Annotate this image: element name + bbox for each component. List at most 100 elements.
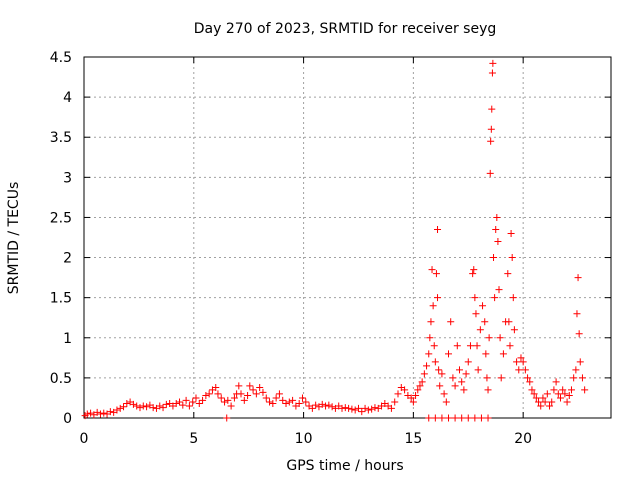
data-point (567, 386, 575, 394)
data-point (438, 370, 446, 378)
data-point (240, 396, 248, 404)
data-point (246, 382, 254, 390)
data-point (517, 354, 525, 362)
data-point (576, 358, 584, 366)
data-point (391, 398, 399, 406)
data-point (282, 400, 290, 408)
data-point (565, 392, 573, 400)
data-point (497, 374, 505, 382)
data-point (490, 254, 498, 262)
data-point (530, 390, 538, 398)
y-tick-label: 2.5 (50, 210, 72, 226)
data-point (272, 394, 280, 402)
y-tick-label: 4.5 (50, 50, 72, 66)
data-point (546, 402, 554, 410)
data-point (212, 384, 220, 392)
data-point (192, 394, 200, 402)
y-axis-label: SRMTID / TECUs (6, 182, 22, 295)
plot-frame (83, 56, 612, 419)
data-point (139, 402, 147, 410)
data-point (279, 396, 287, 404)
data-point (269, 400, 277, 408)
data-point (162, 400, 170, 408)
data-point (434, 294, 442, 302)
data-point (539, 394, 547, 402)
data-point (338, 404, 346, 412)
data-point (462, 370, 470, 378)
data-point (428, 266, 436, 274)
data-point (471, 294, 479, 302)
data-point (440, 390, 448, 398)
data-point (524, 374, 532, 382)
data-point (472, 310, 480, 318)
data-point (432, 270, 440, 278)
data-point (298, 394, 306, 402)
data-point (435, 366, 443, 374)
data-point (123, 400, 131, 408)
data-point (556, 394, 564, 402)
data-point (345, 404, 353, 412)
data-point (348, 405, 356, 413)
data-point (414, 386, 422, 394)
data-point (120, 403, 128, 411)
data-point (451, 414, 459, 422)
data-point (573, 310, 581, 318)
data-point (325, 401, 333, 409)
data-point (482, 350, 490, 358)
data-point (275, 390, 283, 398)
data-point (578, 374, 586, 382)
data-point (507, 229, 515, 237)
data-point (483, 374, 491, 382)
data-point (266, 398, 274, 406)
grid-lines (84, 57, 611, 418)
data-point (199, 396, 207, 404)
y-tick-label: 3.5 (50, 130, 72, 146)
data-point (570, 374, 578, 382)
x-tick-label: 10 (295, 431, 313, 447)
y-tick-label: 1 (63, 331, 72, 347)
data-point (581, 386, 589, 394)
data-point (289, 396, 297, 404)
data-point (302, 398, 310, 406)
data-point (535, 398, 543, 406)
data-point (526, 378, 534, 386)
data-point (541, 398, 549, 406)
data-point (394, 390, 402, 398)
data-point (361, 404, 369, 412)
data-point (431, 358, 439, 366)
data-point (460, 386, 468, 394)
data-point (416, 382, 424, 390)
data-point (493, 213, 501, 221)
data-point (504, 270, 512, 278)
data-point (172, 400, 180, 408)
data-point (487, 137, 495, 145)
data-point (474, 366, 482, 374)
chart-title: Day 270 of 2023, SRMTID for receiver sey… (194, 21, 497, 37)
data-point (494, 238, 502, 246)
data-point (295, 400, 303, 408)
data-point (499, 350, 507, 358)
data-point (93, 408, 101, 416)
data-point (262, 394, 270, 402)
x-tick-label: 20 (514, 431, 532, 447)
data-point (466, 342, 474, 350)
data-point (469, 270, 477, 278)
data-point (100, 409, 108, 417)
data-point (425, 350, 433, 358)
data-point (149, 404, 157, 412)
data-point (455, 366, 463, 374)
data-point (575, 330, 583, 338)
data-points (81, 59, 589, 422)
data-point (506, 342, 514, 350)
axis-ticks: 0 0.5 1 1.5 2 2.5 3 3.5 4 4.5 0 5 10 15 20 (50, 50, 611, 447)
data-point (532, 394, 540, 402)
data-point (318, 400, 326, 408)
data-point (563, 398, 571, 406)
data-point (574, 274, 582, 282)
data-point (259, 388, 267, 396)
data-point (505, 318, 513, 326)
data-point (470, 266, 478, 274)
data-point (426, 334, 434, 342)
data-point (543, 390, 551, 398)
data-point (485, 334, 493, 342)
